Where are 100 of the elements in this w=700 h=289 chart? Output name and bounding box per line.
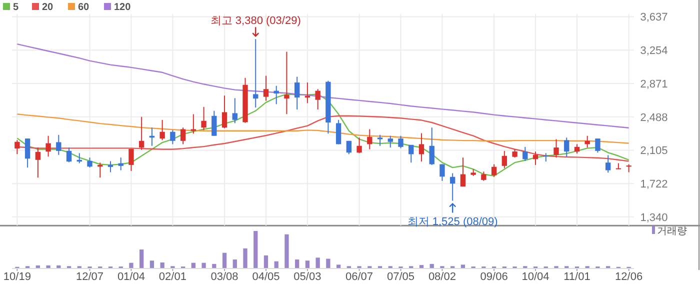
candlestick (460, 157, 466, 188)
x-tick-label: 08/02 (428, 271, 456, 283)
bar (46, 265, 50, 268)
candlestick (398, 135, 404, 149)
candlestick (440, 164, 445, 182)
candlestick (201, 106, 206, 131)
candlestick (564, 137, 570, 158)
bar (232, 259, 237, 268)
x-tick-label: 10/19 (3, 271, 31, 283)
bar (191, 262, 196, 268)
candlestick (253, 38, 258, 108)
bar (264, 255, 268, 268)
x-tick-label: 12/06 (615, 271, 643, 283)
bar (295, 259, 300, 268)
candlestick (190, 114, 196, 134)
bar (274, 261, 278, 268)
candlestick (232, 98, 238, 124)
bar (150, 260, 154, 268)
bar (129, 262, 134, 268)
candlestick (14, 140, 20, 155)
candlestick (180, 127, 186, 145)
x-tick-label: 05/03 (294, 271, 322, 283)
bar (254, 231, 258, 268)
y-tick-label: 2,105 (640, 145, 668, 158)
candlestick (24, 138, 30, 168)
bar (316, 258, 320, 268)
x-tick-label: 10/04 (522, 271, 550, 283)
candlestick (66, 147, 72, 163)
candlestick (315, 88, 320, 110)
candlestick (138, 116, 144, 150)
legend-label: 20 (42, 2, 54, 13)
y-tick-label: 1,340 (640, 212, 668, 224)
x-tick-label: 06/07 (346, 271, 374, 283)
candlestick (626, 164, 632, 173)
legend-label: 5 (13, 2, 19, 13)
y-tick-label: 1,722 (640, 178, 668, 191)
candlestick (522, 146, 528, 162)
legend-label: 120 (114, 2, 132, 13)
candlestick (87, 157, 92, 168)
candlestick (56, 134, 62, 156)
candlestick (388, 135, 393, 148)
x-tick-label: 07/05 (386, 271, 415, 283)
legend-label: 거래량 (657, 226, 687, 237)
candlestick (128, 148, 134, 172)
candlestick (418, 132, 424, 162)
candlestick (222, 95, 228, 129)
candlestick (543, 152, 548, 162)
candlestick (46, 135, 51, 158)
x-tick-label: 03/08 (210, 271, 238, 283)
legend-label: 60 (78, 2, 90, 13)
bar (460, 264, 466, 268)
candlestick (554, 138, 559, 158)
bar (56, 265, 61, 268)
y-tick-label: 2,871 (640, 78, 668, 90)
bar (140, 250, 144, 268)
bar (305, 260, 310, 268)
candlestick (336, 119, 342, 145)
candlestick (532, 151, 538, 166)
candlestick (346, 140, 352, 155)
x-tick-label: 04/05 (252, 271, 280, 283)
candlestick (429, 127, 434, 166)
candlestick (481, 171, 486, 182)
bar (430, 264, 434, 268)
candlestick (502, 150, 508, 169)
x-tick-label: 11/01 (564, 271, 590, 283)
bar (326, 258, 330, 268)
bar (36, 265, 40, 268)
candlestick (595, 138, 600, 154)
annotation: 최저 1,525 (08/09) (407, 216, 498, 228)
candlestick (605, 154, 611, 174)
bar (243, 248, 248, 268)
y-tick-label: 2,488 (640, 112, 668, 124)
annotation: 최고 3,380 (03/29) (210, 15, 301, 28)
candlestick (118, 157, 124, 171)
candlestick (212, 110, 217, 136)
candlestick (170, 130, 176, 145)
x-tick-label: 02/01 (158, 271, 186, 283)
bar (212, 264, 216, 268)
line-series (16, 43, 630, 128)
candlestick (367, 128, 372, 150)
candlestick (491, 164, 497, 178)
candlestick (160, 119, 165, 141)
bar (160, 262, 164, 268)
y-tick-label: 3,254 (640, 45, 668, 58)
candlestick (294, 76, 300, 110)
candlestick (263, 75, 269, 102)
x-tick-label: 01/04 (117, 271, 145, 283)
candlestick (450, 172, 456, 202)
bar (336, 264, 341, 268)
bar (202, 262, 206, 268)
candlestick (284, 51, 290, 115)
candlestick (356, 137, 362, 154)
candlestick (616, 162, 622, 170)
bar (222, 252, 227, 268)
x-tick-label: 09/06 (480, 271, 508, 283)
y-tick-label: 3,637 (640, 12, 668, 24)
candlestick (35, 147, 41, 178)
bar (284, 234, 289, 268)
x-tick-label: 12/07 (76, 271, 104, 283)
candlestick (574, 144, 580, 154)
